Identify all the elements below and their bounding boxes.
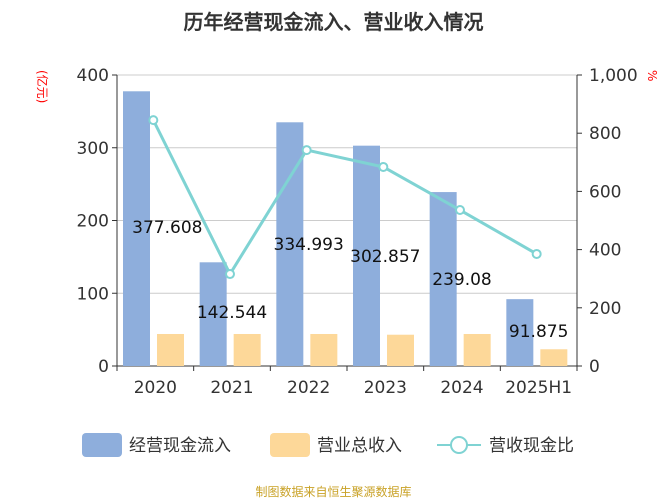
x-tick-label: 2022 xyxy=(287,378,330,398)
legend-label: 营收现金比 xyxy=(489,436,574,456)
y-left-label: (亿元) xyxy=(35,70,50,103)
y-right-tick-label: 1,000 xyxy=(589,66,638,86)
line-point xyxy=(378,161,389,172)
bar-revenue xyxy=(463,333,491,366)
data-label: 239.08 xyxy=(432,270,491,290)
data-label: 377.608 xyxy=(132,218,202,238)
data-label: 91.875 xyxy=(509,322,568,342)
y-left-tick-label: 100 xyxy=(77,284,109,304)
legend-swatch xyxy=(270,433,310,457)
y-right-tick-label: 200 xyxy=(589,299,621,319)
x-tick-label: 2024 xyxy=(440,378,483,398)
x-tick-label: 2025H1 xyxy=(505,378,572,398)
legend-label: 营业总收入 xyxy=(317,436,402,456)
y-right-tick-label: 600 xyxy=(589,182,621,202)
bar-revenue xyxy=(157,333,184,366)
bar-cash-inflow xyxy=(123,91,150,367)
legend-swatch xyxy=(82,433,122,457)
y-right-tick-label: 400 xyxy=(589,241,621,261)
line-point xyxy=(301,145,312,156)
x-tick-label: 2021 xyxy=(210,378,253,398)
bar-cash-inflow xyxy=(353,145,380,366)
data-label: 334.993 xyxy=(274,235,344,255)
line-point xyxy=(225,269,235,280)
y-left-tick-label: 300 xyxy=(77,139,109,159)
bar-revenue xyxy=(310,333,338,366)
line-ratio xyxy=(151,119,538,278)
legend-label: 经营现金流入 xyxy=(129,436,231,456)
line-point xyxy=(455,205,465,216)
bar-revenue xyxy=(233,333,261,366)
x-tick-label: 2020 xyxy=(134,378,177,398)
bar-revenue xyxy=(540,349,568,366)
y-right-tick-label: 0 xyxy=(589,357,600,377)
chart-title: 历年经营现金流入、营业收入情况 xyxy=(183,10,484,34)
y-left-tick-label: 0 xyxy=(98,357,109,377)
x-tick-label: 2023 xyxy=(364,378,407,398)
data-label: 142.544 xyxy=(197,303,267,323)
bar-cash-inflow xyxy=(429,192,457,366)
bar-revenue xyxy=(387,334,414,366)
y-left-tick-label: 400 xyxy=(77,66,109,86)
bar-cash-inflow xyxy=(506,299,534,366)
line-point xyxy=(148,115,159,126)
data-label: 302.857 xyxy=(350,247,420,267)
y-left-tick-label: 200 xyxy=(77,212,109,232)
legend-swatch xyxy=(450,436,468,454)
y-right-tick-label: 800 xyxy=(589,124,621,144)
bar-cash-inflow xyxy=(199,262,227,366)
source-footer: 制图数据来自恒生聚源数据库 xyxy=(255,485,412,499)
y-right-label: % xyxy=(645,70,659,81)
line-point xyxy=(531,248,542,259)
